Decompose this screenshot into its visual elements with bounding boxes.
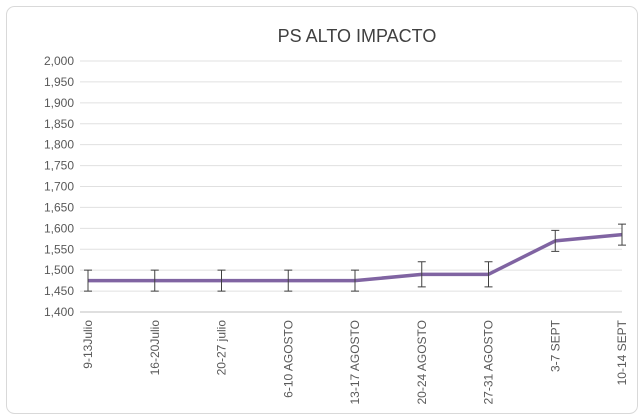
y-tick-label: 1,850 xyxy=(44,117,74,131)
y-tick-label: 2,000 xyxy=(44,54,74,68)
y-tick-label: 1,550 xyxy=(44,242,74,256)
y-tick-label: 1,900 xyxy=(44,96,74,110)
error-bar xyxy=(484,261,493,288)
x-tick-label: 9-13Julio xyxy=(81,320,95,369)
error-bar xyxy=(618,223,626,246)
error-bar xyxy=(217,269,226,292)
y-tick-label: 1,500 xyxy=(44,263,74,277)
error-bar xyxy=(150,269,159,292)
x-tick-label: 27-31 AGOSTO xyxy=(482,320,496,405)
x-tick-label: 20-24 AGOSTO xyxy=(415,320,429,405)
x-tick-label: 6-10 AGOSTO xyxy=(281,320,295,398)
chart-border xyxy=(6,6,638,414)
y-tick-label: 1,600 xyxy=(44,221,74,235)
error-bar xyxy=(551,229,560,252)
y-tick-label: 1,450 xyxy=(44,284,74,298)
error-bar xyxy=(351,269,359,292)
x-tick-label: 3-7 SEPT xyxy=(548,319,562,372)
y-tick-label: 1,950 xyxy=(44,75,74,89)
y-tick-label: 1,400 xyxy=(44,305,74,319)
x-tick-label: 10-14 SEPT xyxy=(615,319,629,385)
x-tick-label: 13-17 AGOSTO xyxy=(348,320,362,405)
y-tick-label: 1,650 xyxy=(44,200,74,214)
y-tick-label: 1,750 xyxy=(44,159,74,173)
x-tick-label: 16-20Julio xyxy=(148,320,162,376)
y-tick-label: 1,800 xyxy=(44,138,74,152)
error-bar xyxy=(417,261,426,288)
y-tick-label: 1,700 xyxy=(44,180,74,194)
x-tick-label: 20-27 julio xyxy=(215,320,229,376)
error-bar xyxy=(284,269,293,292)
error-bar xyxy=(84,269,92,292)
chart-title: PS ALTO IMPACTO xyxy=(278,26,437,46)
